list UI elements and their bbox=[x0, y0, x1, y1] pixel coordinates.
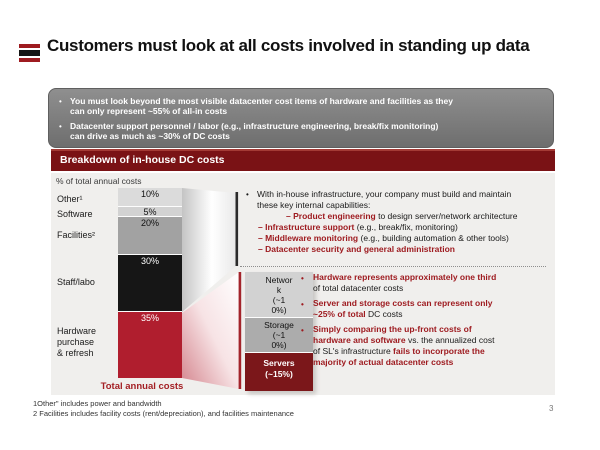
slide-title: Customers must look at all costs involve… bbox=[47, 36, 530, 55]
bullet-icon: • bbox=[59, 122, 62, 131]
capability-item: – Middleware monitoring (e.g., building … bbox=[258, 233, 509, 243]
category-label-software: Software bbox=[57, 209, 93, 219]
black-bracket-line bbox=[235, 192, 239, 266]
capabilities-intro-line: these key internal capabilities: bbox=[257, 200, 371, 210]
stacked-bar: 10% 5% 20% 30% 35% bbox=[118, 188, 182, 378]
category-label-facilities: Facilities² bbox=[57, 230, 96, 240]
breakout-value: (~15%) bbox=[265, 369, 293, 379]
section-header: Breakdown of in-house DC costs bbox=[51, 149, 555, 171]
takeaways-list: • Hardware represents approximately one … bbox=[301, 272, 551, 372]
breakout-segment-storage: Storage (~10%) bbox=[245, 317, 313, 352]
category-label-other: Other¹ bbox=[57, 194, 83, 204]
dotted-divider bbox=[240, 266, 546, 267]
bullet-icon: • bbox=[301, 300, 304, 309]
breakout-value: (~10%) bbox=[271, 295, 287, 315]
breakout-segment-network: Network (~10%) bbox=[245, 272, 313, 317]
summary-bullet-line: Datacenter support personnel / labor (e.… bbox=[70, 121, 439, 131]
segment-value: 30% bbox=[140, 256, 159, 266]
summary-bullet-line: You must look beyond the most visible da… bbox=[70, 96, 453, 106]
capabilities-bullet: • With in-house infrastructure, your com… bbox=[246, 189, 550, 211]
pink-wedge bbox=[182, 272, 239, 389]
footnotes: 1Other" includes power and bandwidth 2 F… bbox=[33, 399, 294, 418]
segment-value: 35% bbox=[140, 313, 159, 323]
capability-item: – Infrastructure support (e.g., break/fi… bbox=[258, 222, 458, 232]
bullet-icon: • bbox=[301, 274, 304, 283]
takeaway-item: • Simply comparing the up-front costs of… bbox=[301, 324, 495, 367]
takeaway-item: • Server and storage costs can represent… bbox=[301, 298, 493, 319]
footnote: 2 Facilities includes facility costs (re… bbox=[33, 408, 294, 418]
bar-axis-label: Total annual costs bbox=[100, 381, 184, 392]
page-number: 3 bbox=[549, 404, 554, 413]
summary-box: • You must look beyond the most visible … bbox=[48, 88, 554, 148]
breakout-value: (~10%) bbox=[271, 330, 287, 350]
category-label-staff: Staff/labo bbox=[57, 277, 95, 287]
bullet-icon: • bbox=[246, 190, 249, 199]
summary-bullet: • You must look beyond the most visible … bbox=[59, 96, 541, 116]
bullet-icon: • bbox=[301, 326, 304, 335]
summary-bullet-line: can only represent ~55% of all-in costs bbox=[70, 106, 228, 116]
red-bracket-line bbox=[238, 272, 242, 389]
axis-note: % of total annual costs bbox=[56, 176, 142, 186]
bar-segment-software: 5% bbox=[118, 207, 182, 217]
bar-segment-other: 10% bbox=[118, 188, 182, 207]
takeaway-item: • Hardware represents approximately one … bbox=[301, 272, 497, 293]
breakout-name: Servers bbox=[263, 358, 295, 368]
capabilities-intro-line: With in-house infrastructure, your compa… bbox=[257, 189, 512, 199]
segment-value: 20% bbox=[140, 218, 159, 228]
category-label-hardware: Hardware purchase & refresh bbox=[57, 326, 97, 358]
bar-segment-staff: 30% bbox=[118, 255, 182, 312]
bullet-icon: • bbox=[59, 97, 62, 106]
segment-value: 5% bbox=[143, 207, 157, 217]
segment-value: 10% bbox=[140, 189, 159, 199]
breakout-segment-servers: Servers (~15%) bbox=[245, 352, 313, 391]
breakout-name: Storage bbox=[264, 320, 294, 330]
bar-segment-hardware: 35% bbox=[118, 312, 182, 378]
gray-wedge bbox=[182, 188, 236, 312]
brand-logo-icon bbox=[19, 44, 40, 64]
summary-bullet-line: can drive as much as ~30% of DC costs bbox=[70, 131, 230, 141]
capability-item: – Datacenter security and general admini… bbox=[258, 244, 455, 254]
footnote: 1Other" includes power and bandwidth bbox=[33, 399, 162, 408]
capability-item: – Product engineering to design server/n… bbox=[286, 211, 518, 221]
breakout-name: Network bbox=[265, 275, 293, 295]
summary-bullet: • Datacenter support personnel / labor (… bbox=[59, 121, 541, 141]
breakout-bar: Network (~10%) Storage (~10%) Servers (~… bbox=[245, 272, 313, 391]
capabilities-list: • With in-house infrastructure, your com… bbox=[246, 189, 550, 255]
connector-wedges bbox=[182, 188, 242, 389]
bar-segment-facilities: 20% bbox=[118, 217, 182, 255]
